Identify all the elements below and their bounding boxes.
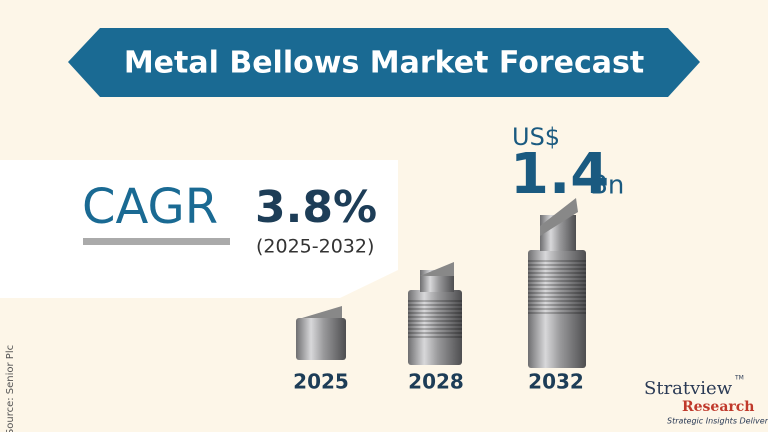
bellows-2025 bbox=[296, 306, 346, 360]
logo-name: Stratview bbox=[644, 378, 733, 399]
logo-tm: TM bbox=[734, 375, 744, 382]
logo: Stratview TM Research Strategic Insights… bbox=[644, 375, 768, 426]
bellows-2032 bbox=[528, 198, 586, 368]
year-label: 2028 bbox=[408, 370, 464, 394]
logo-tagline: Strategic Insights Delivered bbox=[667, 417, 768, 426]
logo-sub: Research bbox=[682, 399, 754, 415]
market-value: 1.4 bbox=[510, 142, 609, 207]
title: Metal Bellows Market Forecast bbox=[124, 46, 644, 81]
cagr-panel bbox=[0, 160, 398, 298]
cagr-underline bbox=[83, 238, 230, 245]
year-label: 2032 bbox=[528, 370, 584, 394]
cagr-period: (2025-2032) bbox=[256, 236, 374, 258]
title-banner bbox=[68, 28, 700, 97]
cagr-value: 3.8% bbox=[255, 182, 377, 233]
year-label: 2025 bbox=[293, 370, 349, 394]
source: Source: Senior Plc bbox=[5, 345, 16, 432]
cagr-label: CAGR bbox=[82, 179, 218, 235]
currency: US$ bbox=[512, 123, 560, 151]
bellows-2028 bbox=[408, 262, 462, 365]
market-unit: Bn bbox=[590, 171, 624, 201]
